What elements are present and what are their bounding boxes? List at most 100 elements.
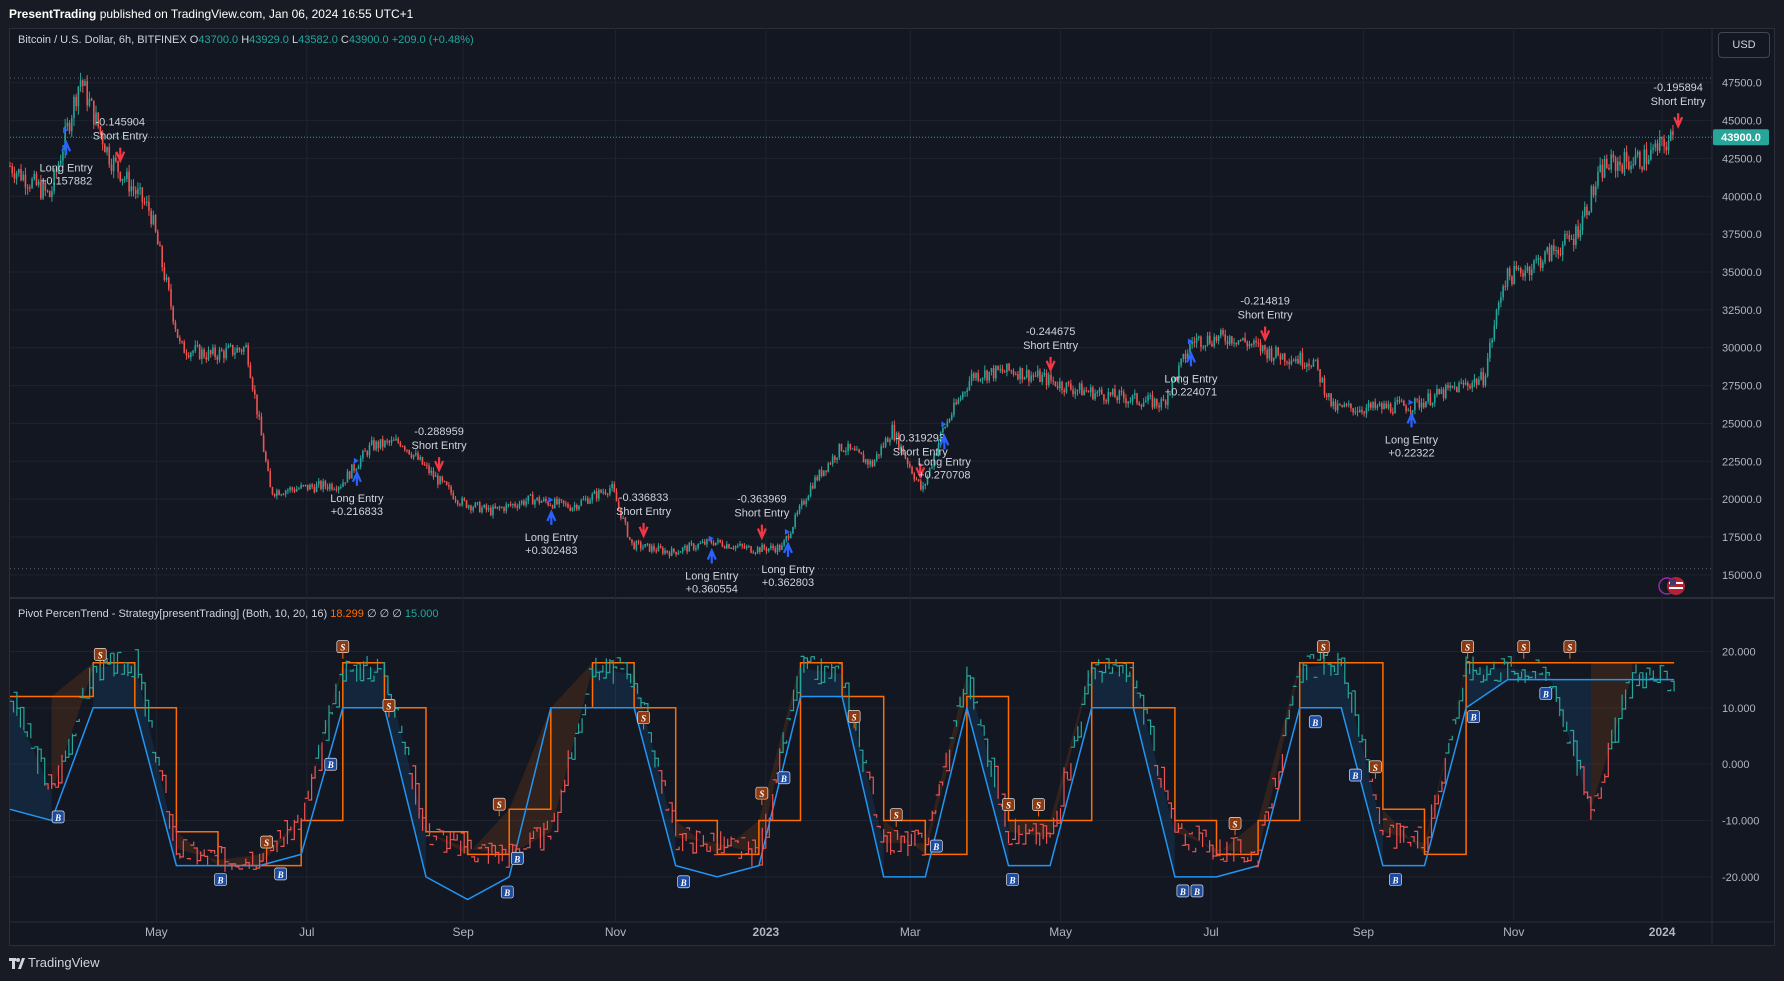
price-candle-body [1458,383,1460,393]
long-entry-arrow [939,433,950,450]
price-candle-body [1414,398,1416,411]
price-candle-body [273,494,276,496]
price-tick-label: 42500.0 [1722,153,1762,165]
price-candle-body [1590,186,1593,212]
oscillator-line-segment [214,855,219,860]
flag-icon[interactable] [1657,576,1687,596]
last-price-label: 43900.0 [1721,132,1761,144]
price-candle-body [1442,389,1445,398]
price-candle-body [181,341,183,343]
oscillator-line-segment [1036,832,1041,846]
oscillator-line-segment [693,830,698,854]
close-value: 43900.0 [348,34,389,46]
currency-button[interactable]: USD [1718,32,1770,58]
oscillator-line-segment [894,830,899,840]
oscillator-line-segment [394,707,399,711]
price-candle-body [1173,376,1176,380]
price-candle-body [730,548,732,550]
price-candle-body [1493,325,1496,340]
price-candle-body [651,545,653,552]
price-candle-body [295,489,298,492]
price-candle-body [410,454,413,458]
price-candle-body [1171,379,1174,394]
oscillator-line-segment [831,666,836,682]
price-candle-body [1182,353,1185,360]
oscillator-line-segment [65,738,70,758]
oscillator-line-segment [259,853,264,862]
short-entry-label: Short Entry [893,446,949,458]
price-candle-body [260,416,263,436]
price-candle-body [269,470,272,488]
price-candle-body [137,188,139,194]
price-candle-body [353,464,355,471]
oscillator-line-segment [1237,839,1242,854]
oscillator-line-segment [1573,740,1578,776]
footer-brand[interactable]: TradingView [28,955,100,970]
price-candle-body [591,493,594,501]
price-candle-body [1416,398,1418,400]
price-candle-body [403,446,406,450]
price-candle-body [167,277,170,290]
price-candle-body [1663,138,1665,147]
price-candle-body [278,490,280,496]
price-candle-body [1122,392,1125,399]
indicator-legend[interactable]: Pivot PercenTrend - Strategy[presentTrad… [18,607,439,620]
oscillator-line-segment [290,819,295,841]
tradingview-logo-icon[interactable] [9,957,25,971]
oscillator-line-segment [1407,841,1412,847]
price-candle-body [717,539,719,543]
price-candle-body [1343,404,1346,407]
price-candle-body [139,187,141,189]
oscillator-line-segment [918,832,923,838]
oscillator-line-segment [55,765,60,788]
price-candle-body [306,484,309,490]
price-candle-body [487,507,490,510]
oscillator-line-segment [155,756,160,766]
price-candle-body [752,552,755,554]
price-candle-body [265,451,267,462]
oscillator-line-segment [252,866,257,870]
price-candle-body [1586,206,1588,215]
oscillator-line-segment [772,779,777,784]
price-candle-body [145,201,148,203]
oscillator-line-segment [845,682,850,712]
price-candle-body [315,484,318,492]
symbol-legend[interactable]: Bitcoin / U.S. Dollar, 6h, BITFINEX O437… [18,34,474,46]
price-candle-body [185,353,188,356]
price-candle-body [1535,259,1538,261]
price-candle-body [776,545,779,553]
price-candle-body [55,170,58,172]
oscillator-line-segment [561,779,566,793]
oscillator-line-segment [897,836,902,852]
price-candle-body [1279,355,1282,360]
price-candle-body [818,469,821,481]
oscillator-line-segment [107,653,112,665]
price-candle-body [737,545,739,547]
buy-signal-badge [1006,873,1019,886]
price-candle-body [1420,402,1423,408]
price-candle-body [93,100,95,125]
price-candle-body [1539,258,1542,269]
price-candle-body [1186,352,1189,360]
price-candle-body [134,190,137,194]
price-candle-body [141,187,144,203]
price-candle-body [1213,336,1216,347]
price-candle-body [1376,405,1379,408]
oscillator-line-segment [554,811,559,833]
oscillator-line-segment [696,831,701,834]
price-candle-body [1025,369,1028,378]
price-candle-body [1078,383,1081,390]
price-candle-body [937,443,940,454]
price-candle-body [1039,370,1041,382]
low-label: L [291,34,299,46]
price-tick-label: 15000.0 [1722,570,1762,582]
band-fill [384,668,427,877]
oscillator-line-segment [966,675,971,700]
price-candle-body [1202,346,1204,348]
oscillator-line-segment [75,718,80,722]
oscillator-line-segment [797,667,802,694]
oscillator-line-segment [1296,676,1301,679]
price-candle-body [706,539,708,545]
price-candle-body [1111,389,1114,395]
